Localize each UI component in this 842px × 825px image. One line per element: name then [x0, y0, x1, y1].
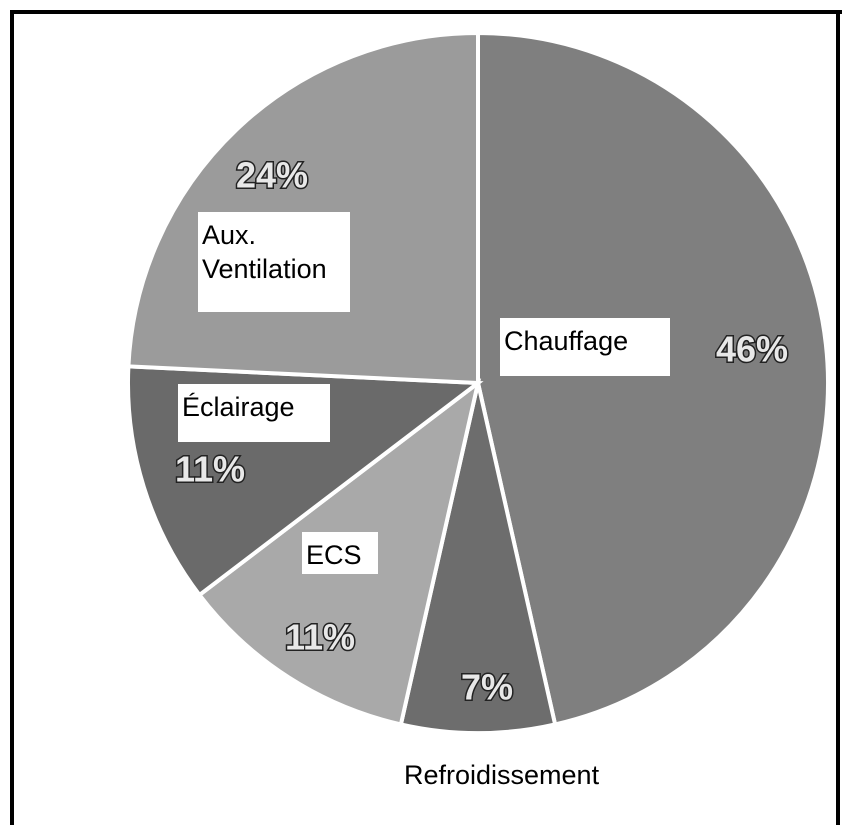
category-label: Refroidissement: [404, 760, 600, 790]
pie-slice: [476, 30, 830, 727]
pie-slice: [398, 382, 558, 735]
percent-label: 7%: [461, 667, 513, 708]
category-label: Chauffage: [500, 318, 670, 376]
pie-slice: [126, 30, 480, 386]
category-label: ECS: [302, 532, 378, 574]
percent-label: 24%: [236, 155, 308, 196]
category-label: Éclairage: [178, 384, 330, 442]
percent-label: 46%: [716, 329, 788, 370]
percent-label: 11%: [285, 617, 355, 658]
category-label: Aux. Ventilation: [198, 212, 350, 312]
percent-label: 11%: [175, 449, 245, 490]
